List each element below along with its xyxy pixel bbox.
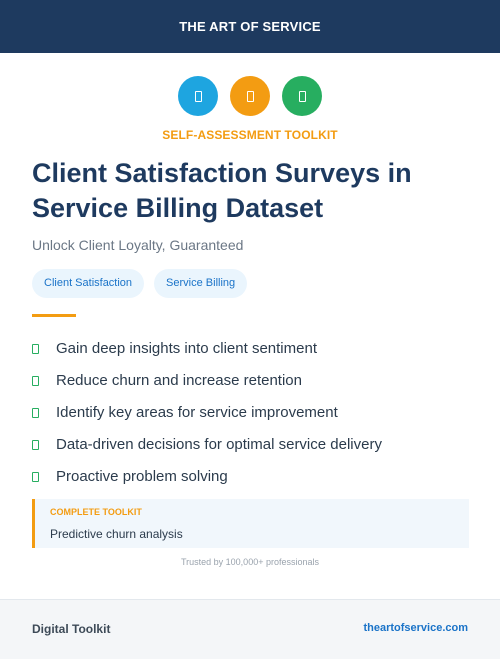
footer-label: Digital Toolkit: [32, 622, 111, 636]
benefit-item: Gain deep insights into client sentiment: [32, 332, 382, 364]
callout-text: Predictive churn analysis: [50, 527, 183, 541]
check-icon: [32, 471, 39, 482]
check-icon: [32, 407, 39, 418]
check-icon: [32, 343, 39, 354]
icon-row: [0, 76, 500, 116]
benefit-item: Proactive problem solving: [32, 460, 382, 492]
benefit-text: Reduce churn and increase retention: [56, 371, 302, 389]
page-subtitle: Unlock Client Loyalty, Guaranteed: [32, 237, 244, 253]
icon-circle-blue: [178, 76, 218, 116]
page-footer: Digital Toolkit theartofservice.com: [0, 599, 500, 659]
icon-circle-green: [282, 76, 322, 116]
accent-divider: [32, 314, 76, 317]
benefit-text: Gain deep insights into client sentiment: [56, 339, 317, 357]
toolkit-callout: COMPLETE TOOLKIT Predictive churn analys…: [32, 499, 469, 548]
page-title: Client Satisfaction Surveys in Service B…: [32, 158, 412, 223]
benefit-item: Data-driven decisions for optimal servic…: [32, 428, 382, 460]
document-icon: [194, 90, 202, 102]
benefit-item: Reduce churn and increase retention: [32, 364, 382, 396]
callout-label: COMPLETE TOOLKIT: [50, 507, 142, 517]
benefit-text: Data-driven decisions for optimal servic…: [56, 435, 382, 453]
benefit-item: Identify key areas for service improveme…: [32, 396, 382, 428]
brand-name: THE ART OF SERVICE: [179, 19, 321, 34]
document-icon: [246, 90, 254, 102]
check-icon: [32, 439, 39, 450]
website-link[interactable]: theartofservice.com: [363, 622, 468, 634]
trust-statement: Trusted by 100,000+ professionals: [180, 557, 319, 567]
document-icon: [298, 90, 306, 102]
benefit-text: Identify key areas for service improveme…: [56, 403, 338, 421]
icon-circle-orange: [230, 76, 270, 116]
check-icon: [32, 375, 39, 386]
tag-service-billing[interactable]: Service Billing: [154, 269, 248, 298]
tag-client-satisfaction[interactable]: Client Satisfaction: [32, 269, 145, 298]
top-banner: THE ART OF SERVICE: [0, 0, 500, 53]
toolkit-kicker: SELF-ASSESSMENT TOOLKIT: [162, 128, 338, 142]
benefit-text: Proactive problem solving: [56, 467, 228, 485]
tag-list: Client Satisfaction Service Billing: [32, 269, 248, 298]
benefit-list: Gain deep insights into client sentiment…: [32, 332, 382, 492]
